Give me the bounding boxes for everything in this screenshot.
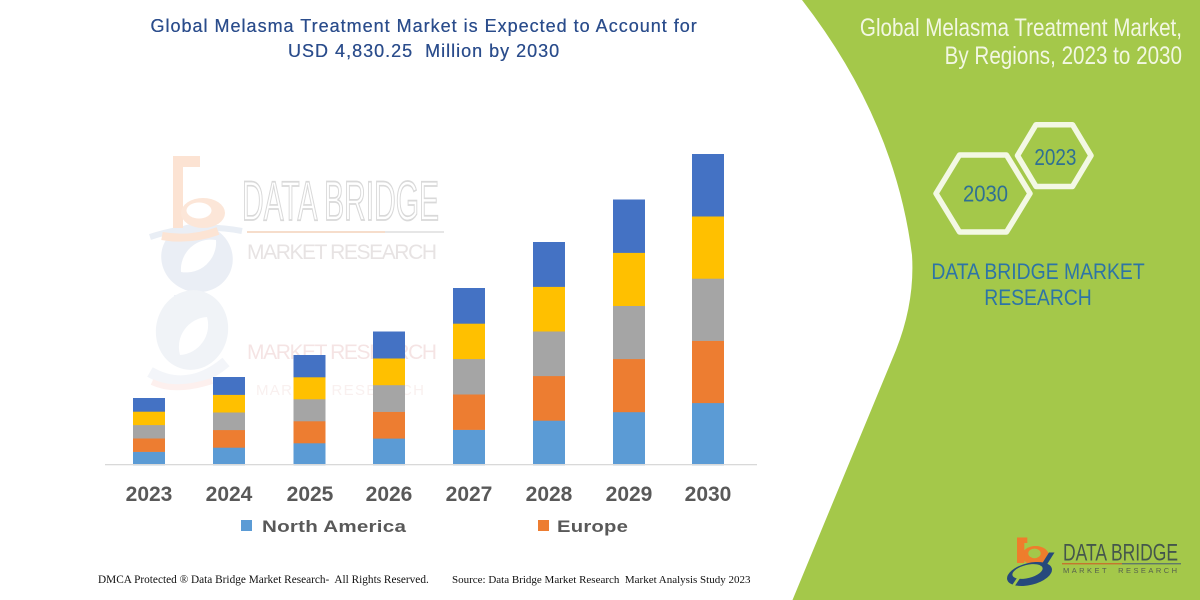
svg-text:2023: 2023 — [1034, 144, 1076, 170]
svg-text:MARKET RESEARCH: MARKET RESEARCH — [1063, 566, 1177, 575]
svg-text:DATA BRIDGE: DATA BRIDGE — [1063, 540, 1178, 567]
svg-text:MARKET RESEARCH: MARKET RESEARCH — [247, 241, 437, 264]
svg-text:DATA BRIDGE: DATA BRIDGE — [242, 169, 439, 232]
svg-text:2030: 2030 — [963, 181, 1008, 207]
